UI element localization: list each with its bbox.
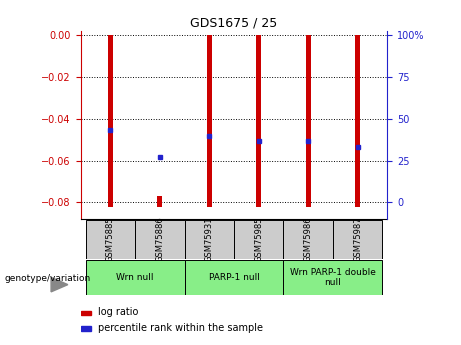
Bar bbox=[355, 35, 360, 207]
Text: PARP-1 null: PARP-1 null bbox=[208, 273, 260, 282]
FancyBboxPatch shape bbox=[184, 220, 234, 259]
Text: GSM75985: GSM75985 bbox=[254, 216, 263, 262]
Bar bbox=[306, 35, 311, 207]
FancyBboxPatch shape bbox=[184, 260, 284, 295]
Bar bbox=[157, 196, 162, 207]
Bar bbox=[207, 35, 212, 207]
Bar bbox=[256, 35, 261, 207]
FancyBboxPatch shape bbox=[234, 220, 284, 259]
Text: GSM75931: GSM75931 bbox=[205, 216, 214, 262]
FancyBboxPatch shape bbox=[86, 260, 184, 295]
Polygon shape bbox=[51, 277, 68, 292]
Text: genotype/variation: genotype/variation bbox=[5, 274, 91, 283]
Bar bbox=[108, 35, 113, 207]
FancyBboxPatch shape bbox=[284, 220, 333, 259]
Text: GSM75886: GSM75886 bbox=[155, 216, 164, 262]
Text: GSM75986: GSM75986 bbox=[304, 216, 313, 262]
Text: Wrn PARP-1 double
null: Wrn PARP-1 double null bbox=[290, 268, 376, 287]
Text: Wrn null: Wrn null bbox=[116, 273, 154, 282]
Bar bbox=[81, 326, 91, 331]
Text: log ratio: log ratio bbox=[98, 307, 138, 317]
Bar bbox=[81, 310, 91, 315]
FancyBboxPatch shape bbox=[135, 220, 184, 259]
Text: percentile rank within the sample: percentile rank within the sample bbox=[98, 323, 262, 333]
Text: GSM75885: GSM75885 bbox=[106, 216, 115, 262]
FancyBboxPatch shape bbox=[86, 220, 135, 259]
Title: GDS1675 / 25: GDS1675 / 25 bbox=[190, 17, 278, 30]
FancyBboxPatch shape bbox=[284, 260, 382, 295]
FancyBboxPatch shape bbox=[333, 220, 382, 259]
Text: GSM75987: GSM75987 bbox=[353, 216, 362, 262]
